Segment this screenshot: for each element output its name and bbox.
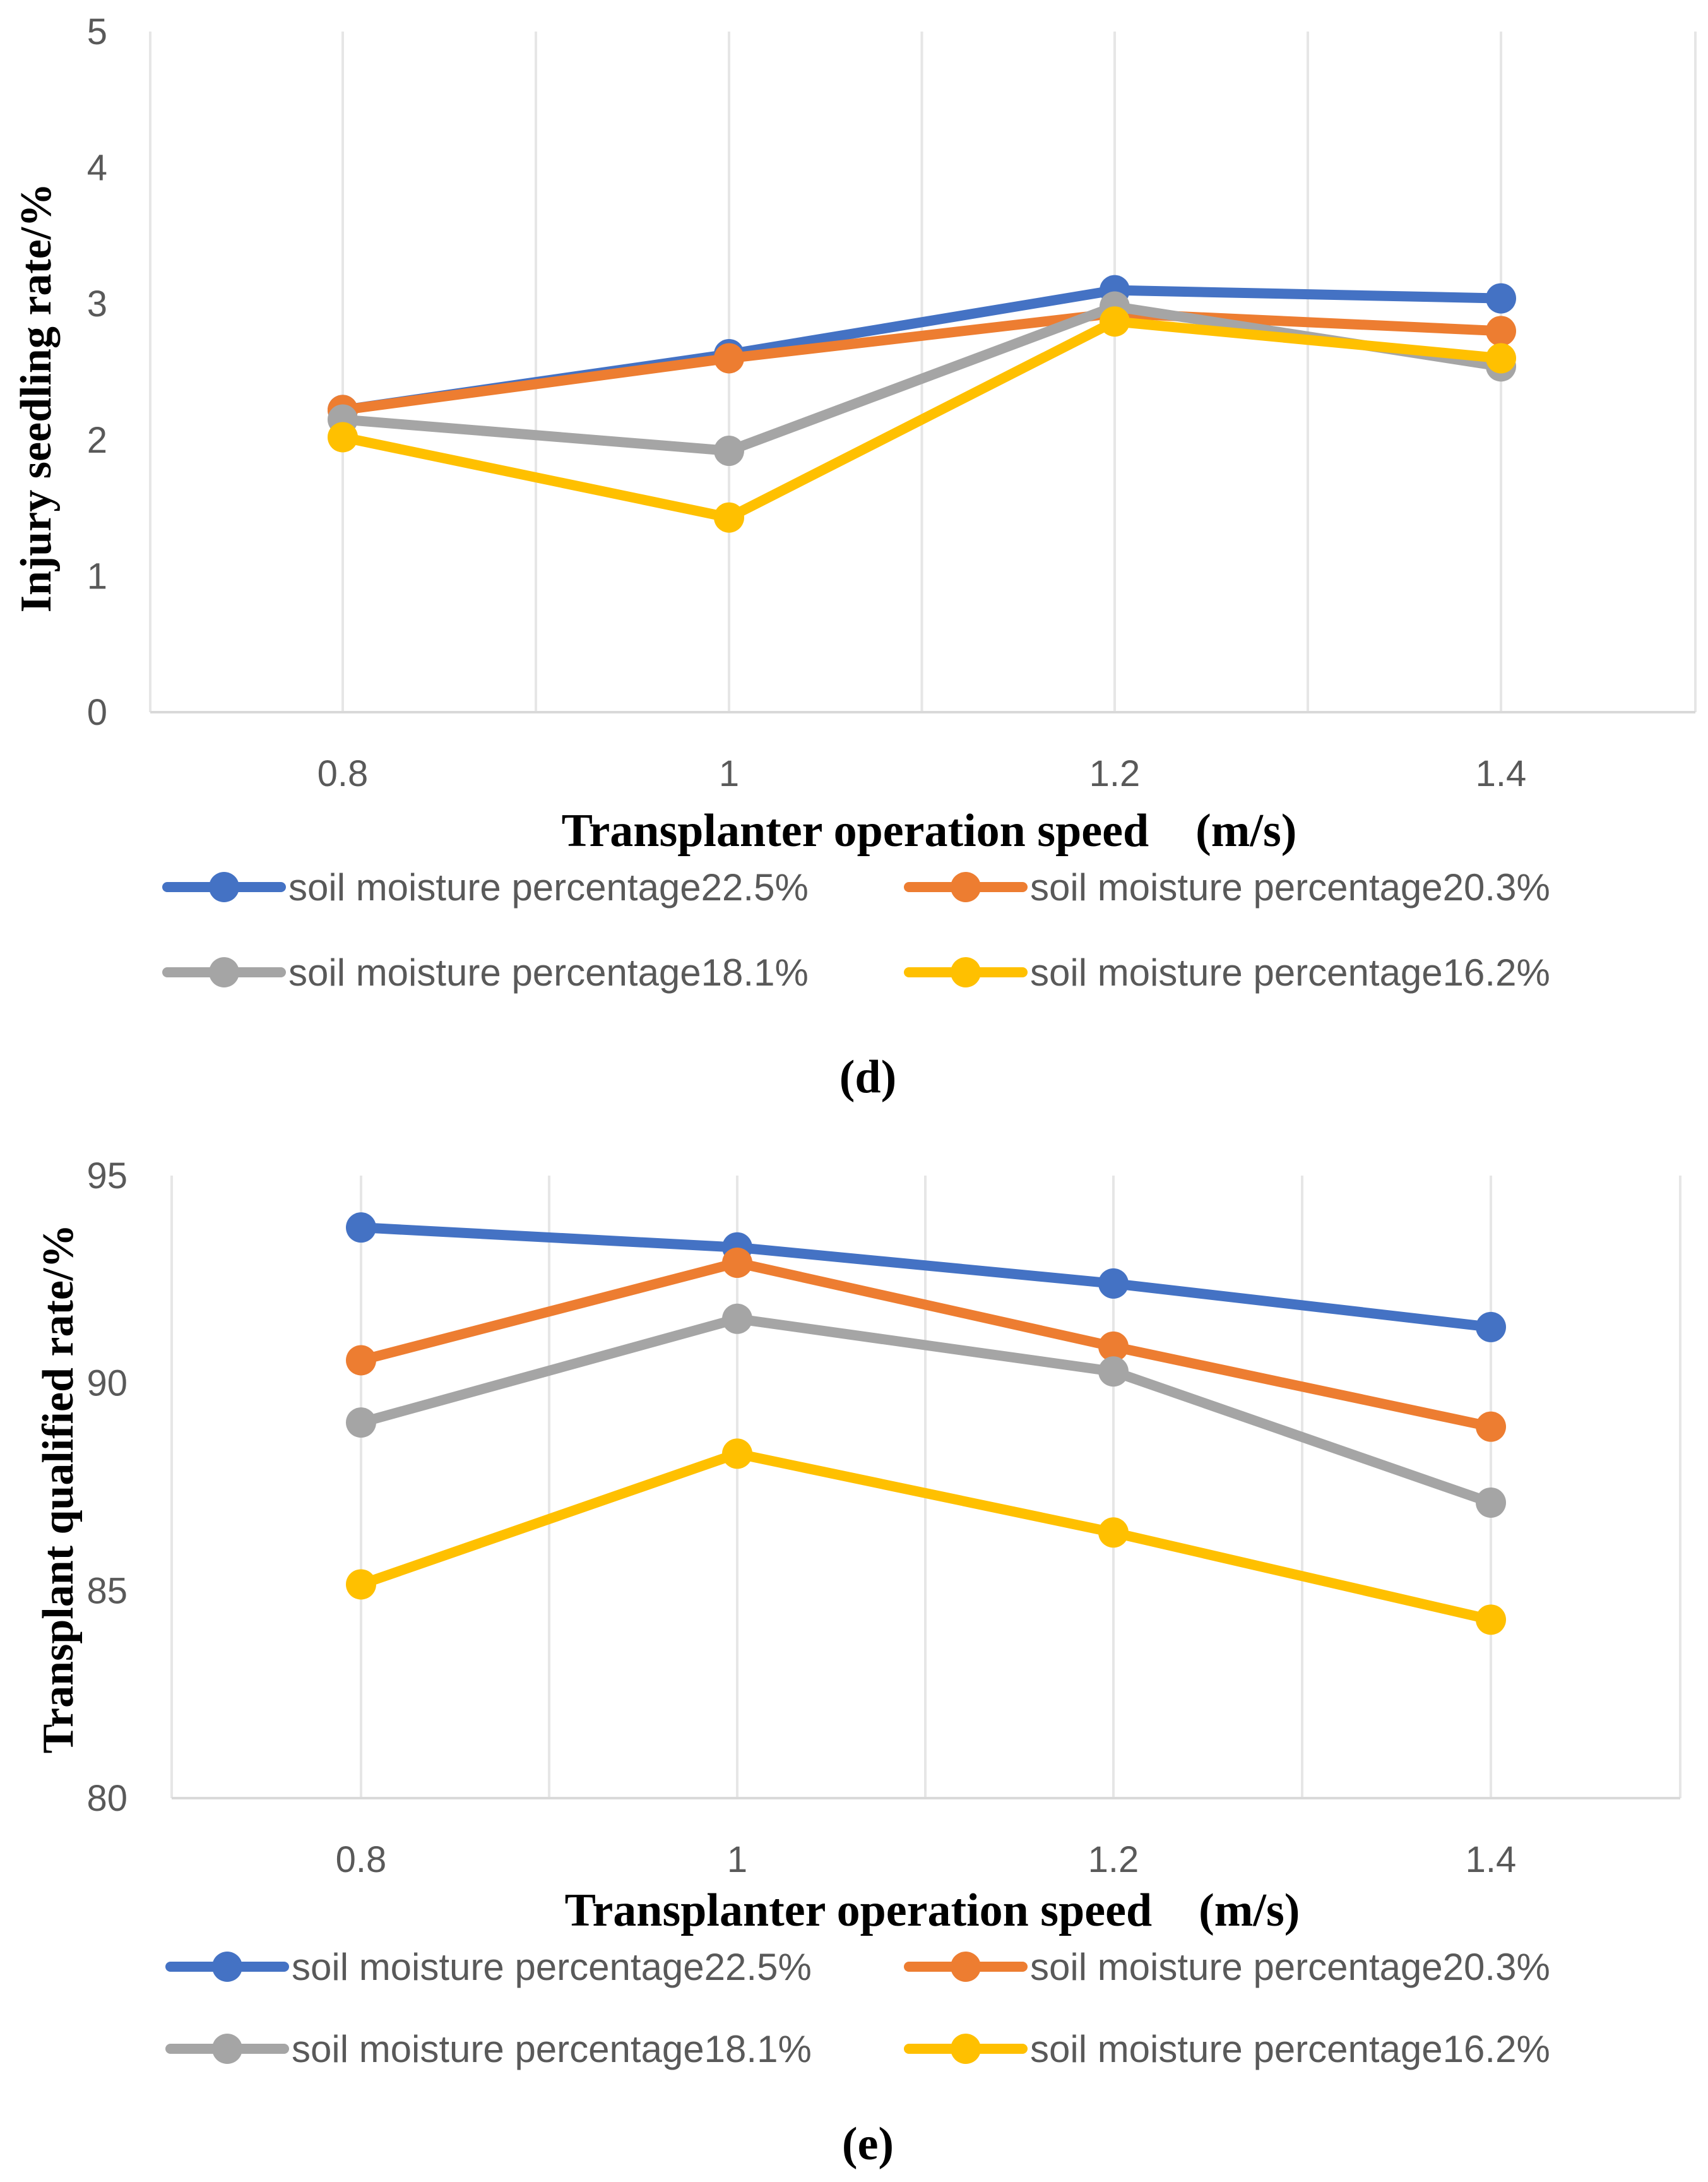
x-tick-label: 1 [719,753,739,794]
legend-item: soil moisture percentage16.2% [904,2028,1550,2070]
legend-swatch-marker [951,2034,981,2064]
data-point [346,1212,376,1243]
legend-item: soil moisture percentage22.5% [165,1946,812,1988]
data-point [1486,283,1516,314]
data-point [722,1303,752,1334]
series-1 [346,1212,1506,1342]
y-tick-label: 95 [86,1155,128,1196]
series-line [338,316,1506,523]
data-point [1486,343,1516,374]
legend-item: soil moisture percentage16.2% [904,951,1550,994]
y-tick-label: 0 [87,692,107,733]
data-point [714,436,744,467]
panel-label: (d) [839,1051,896,1103]
series-line [356,1258,1496,1432]
legend-label: soil moisture percentage18.1% [288,951,809,994]
x-tick-label: 1.2 [1089,753,1141,794]
legend-label: soil moisture percentage16.2% [1030,2028,1550,2070]
legend-label: soil moisture percentage18.1% [292,2028,812,2070]
data-point [1476,1411,1506,1442]
legend-label: soil moisture percentage20.3% [1030,866,1550,909]
data-point [1098,1517,1129,1548]
panel-label: (e) [842,2118,894,2170]
x-tick-label: 1 [727,1839,747,1880]
x-tick-label: 1.2 [1088,1839,1139,1880]
y-axis-title: Transplant qualified rate/% [34,1224,83,1754]
data-point [346,1407,376,1438]
data-point [1098,1356,1129,1387]
data-point [722,1438,752,1469]
series-line [338,308,1506,415]
data-point [346,1345,376,1376]
legend-swatch-marker [209,872,239,902]
series-line [356,1448,1496,1625]
data-point [1486,316,1516,347]
legend: soil moisture percentage22.5% soil moistu… [165,1946,1550,2070]
y-tick-label: 1 [87,556,107,597]
y-tick-label: 5 [87,11,107,52]
y-tick-label: 3 [87,283,107,325]
x-tick-label: 1.4 [1476,753,1527,794]
legend-item: soil moisture percentage22.5% [162,866,809,909]
data-point [1098,1331,1129,1362]
y-tick-label: 90 [86,1363,128,1404]
legend-swatch-marker [951,1952,981,1982]
x-axis-title: Transplanter operation speed (m/s) [562,805,1297,857]
legend-label: soil moisture percentage20.3% [1030,1946,1550,1988]
x-tick-label: 0.8 [336,1839,387,1880]
series-4 [346,1438,1506,1635]
data-point [1098,1268,1129,1299]
legend-label: soil moisture percentage16.2% [1030,951,1550,994]
series-line [356,1222,1496,1332]
data-point [714,343,744,374]
series-4 [328,306,1516,533]
legend-swatch-marker [212,1952,242,1982]
x-axis-title: Transplanter operation speed (m/s) [565,1885,1300,1936]
data-point [1476,1604,1506,1635]
data-point [1476,1487,1506,1518]
data-point [714,502,744,533]
legend: soil moisture percentage22.5% soil moistu… [162,866,1550,994]
series-line [356,1313,1496,1508]
data-point [1476,1311,1506,1342]
y-tick-label: 4 [87,148,107,189]
data-point [722,1248,752,1279]
legend-swatch-marker [951,957,981,987]
y-tick-label: 2 [87,420,107,461]
x-tick-label: 1.4 [1466,1839,1517,1880]
series-2 [346,1248,1506,1442]
legend-item: soil moisture percentage20.3% [904,866,1550,909]
legend-swatch-marker [951,872,981,902]
series-3 [346,1303,1506,1518]
legend-swatch-marker [209,957,239,987]
y-tick-label: 85 [86,1570,128,1611]
legend-swatch-marker [212,2034,242,2064]
x-tick-label: 0.8 [317,753,369,794]
legend-label: soil moisture percentage22.5% [292,1946,812,1988]
y-axis-title: Injury seedling rate/% [12,183,61,613]
data-point [1100,306,1130,337]
chart-panel-1: 0 1 2 3 4 5 0.8 1 1.2 1.4 Transplanter operation s… [12,11,1697,1103]
legend-label: soil moisture percentage22.5% [288,866,809,909]
data-point [328,422,358,453]
legend-item: soil moisture percentage20.3% [904,1946,1550,1988]
y-tick-label: 80 [86,1778,128,1819]
data-point [346,1569,376,1600]
legend-item: soil moisture percentage18.1% [162,951,809,994]
legend-item: soil moisture percentage18.1% [165,2028,812,2070]
chart-panel-2: 80 85 90 95 0.8 1 1.2 1.4 Transplanter operation… [34,1155,1681,2170]
